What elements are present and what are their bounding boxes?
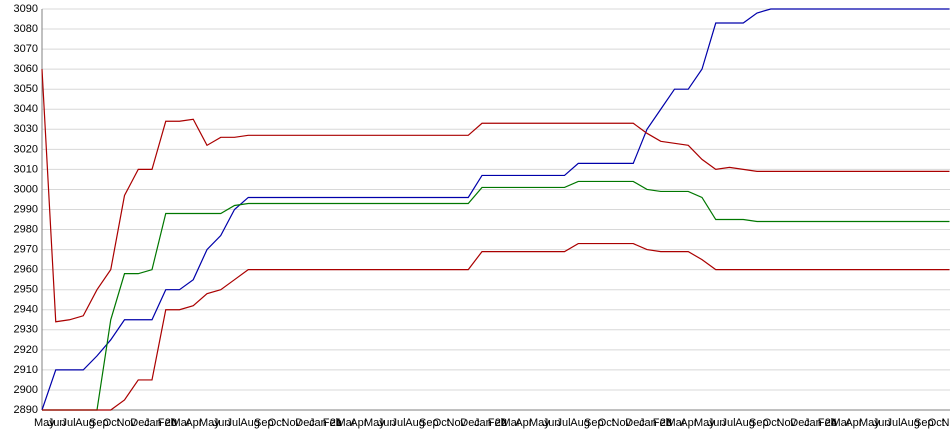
x-tick-label: Jan 23	[639, 417, 672, 429]
x-tick-label: May	[859, 417, 880, 429]
x-tick-label: Feb	[488, 417, 507, 429]
x-tick-label: Nov	[117, 417, 137, 429]
series-line	[41, 69, 950, 323]
x-tick-label: Jan 22	[474, 417, 507, 429]
y-tick-label: 3080	[14, 23, 38, 35]
x-tick-label: Apr	[845, 417, 862, 429]
y-tick-label: 3020	[14, 143, 38, 155]
x-tick-label: Feb	[323, 417, 342, 429]
x-tick-label: Oct	[928, 417, 945, 429]
x-tick-label: Jun	[378, 417, 396, 429]
x-tick-label: May	[34, 417, 55, 429]
x-tick-label: Oct	[103, 417, 120, 429]
y-tick-label: 3010	[14, 163, 38, 175]
x-tick-label: Apr	[515, 417, 532, 429]
x-tick-label: May	[529, 417, 550, 429]
y-tick-label: 2960	[14, 264, 38, 276]
x-tick-label: Dec	[790, 417, 810, 429]
x-tick-label: May	[364, 417, 385, 429]
y-tick-label: 2940	[14, 304, 38, 316]
x-tick-label: Jul	[887, 417, 901, 429]
x-tick-label: Sep	[749, 417, 769, 429]
x-tick-label: Mar	[502, 417, 521, 429]
y-tick-label: 3060	[14, 63, 38, 75]
x-tick-label: Jan 21	[309, 417, 342, 429]
x-tick-label: Mar	[832, 417, 851, 429]
y-tick-label: 2900	[14, 384, 38, 396]
x-tick-label: Nov	[612, 417, 632, 429]
x-tick-label: Jun	[708, 417, 726, 429]
x-tick-label: Oct	[268, 417, 285, 429]
x-tick-label: Nov	[447, 417, 467, 429]
x-tick-label: Jun	[873, 417, 891, 429]
x-tick-label: Sep	[419, 417, 439, 429]
y-tick-label: 2970	[14, 244, 38, 256]
y-tick-label: 3050	[14, 83, 38, 95]
y-tick-label: 3040	[14, 103, 38, 115]
series-line	[42, 180, 950, 411]
x-tick-label: Feb	[158, 417, 177, 429]
x-tick-label: Aug	[900, 417, 920, 429]
x-tick-label: Sep	[89, 417, 109, 429]
x-tick-label: Jul	[227, 417, 241, 429]
x-tick-label: Dec	[130, 417, 150, 429]
x-tick-label: Oct	[763, 417, 780, 429]
x-tick-label: Jun	[48, 417, 66, 429]
series-line	[42, 242, 950, 411]
x-tick-label: Jul	[557, 417, 571, 429]
x-tick-label: Jun	[543, 417, 561, 429]
y-tick-label: 3070	[14, 43, 38, 55]
y-tick-label: 3030	[14, 123, 38, 135]
x-tick-label: Jul	[722, 417, 736, 429]
y-tick-label: 2950	[14, 284, 38, 296]
x-tick-label: May	[694, 417, 715, 429]
x-tick-label: Aug	[75, 417, 95, 429]
y-tick-label: 2990	[14, 203, 38, 215]
x-tick-label: Apr	[680, 417, 697, 429]
y-tick-label: 2890	[14, 404, 38, 416]
x-tick-label: Apr	[350, 417, 367, 429]
x-tick-label: Jun	[213, 417, 231, 429]
x-tick-label: Apr	[185, 417, 202, 429]
y-tick-label: 2930	[14, 324, 38, 336]
y-tick-label: 2980	[14, 223, 38, 235]
x-tick-label: Feb	[653, 417, 672, 429]
x-tick-label: Dec	[295, 417, 315, 429]
y-tick-label: 2920	[14, 344, 38, 356]
x-tick-label: Jan 24	[804, 417, 837, 429]
x-tick-label: Oct	[598, 417, 615, 429]
x-tick-label: Aug	[240, 417, 260, 429]
x-tick-label: Nov	[777, 417, 797, 429]
x-tick-label: Mar	[172, 417, 191, 429]
x-tick-label: Jul	[392, 417, 406, 429]
x-tick-label: Jan 20	[144, 417, 177, 429]
x-tick-label: May	[199, 417, 220, 429]
x-tick-label: Dec	[460, 417, 480, 429]
x-tick-label: Sep	[254, 417, 274, 429]
x-tick-label: Feb	[818, 417, 837, 429]
x-tick-label: Aug	[570, 417, 590, 429]
x-tick-label: Nov	[282, 417, 302, 429]
y-tick-label: 3090	[14, 3, 38, 15]
series-line	[41, 8, 950, 411]
x-tick-label: Sep	[584, 417, 604, 429]
x-tick-label: Oct	[433, 417, 450, 429]
x-tick-label: Aug	[405, 417, 425, 429]
x-tick-label: Mar	[667, 417, 686, 429]
x-tick-label: Dec	[625, 417, 645, 429]
x-tick-label: Mar	[337, 417, 356, 429]
x-tick-label: Nov	[942, 417, 950, 429]
y-tick-label: 2910	[14, 364, 38, 376]
y-tick-label: 3000	[14, 183, 38, 195]
x-tick-label: Jul	[62, 417, 76, 429]
x-tick-label: Aug	[735, 417, 755, 429]
x-tick-label: Sep	[914, 417, 934, 429]
